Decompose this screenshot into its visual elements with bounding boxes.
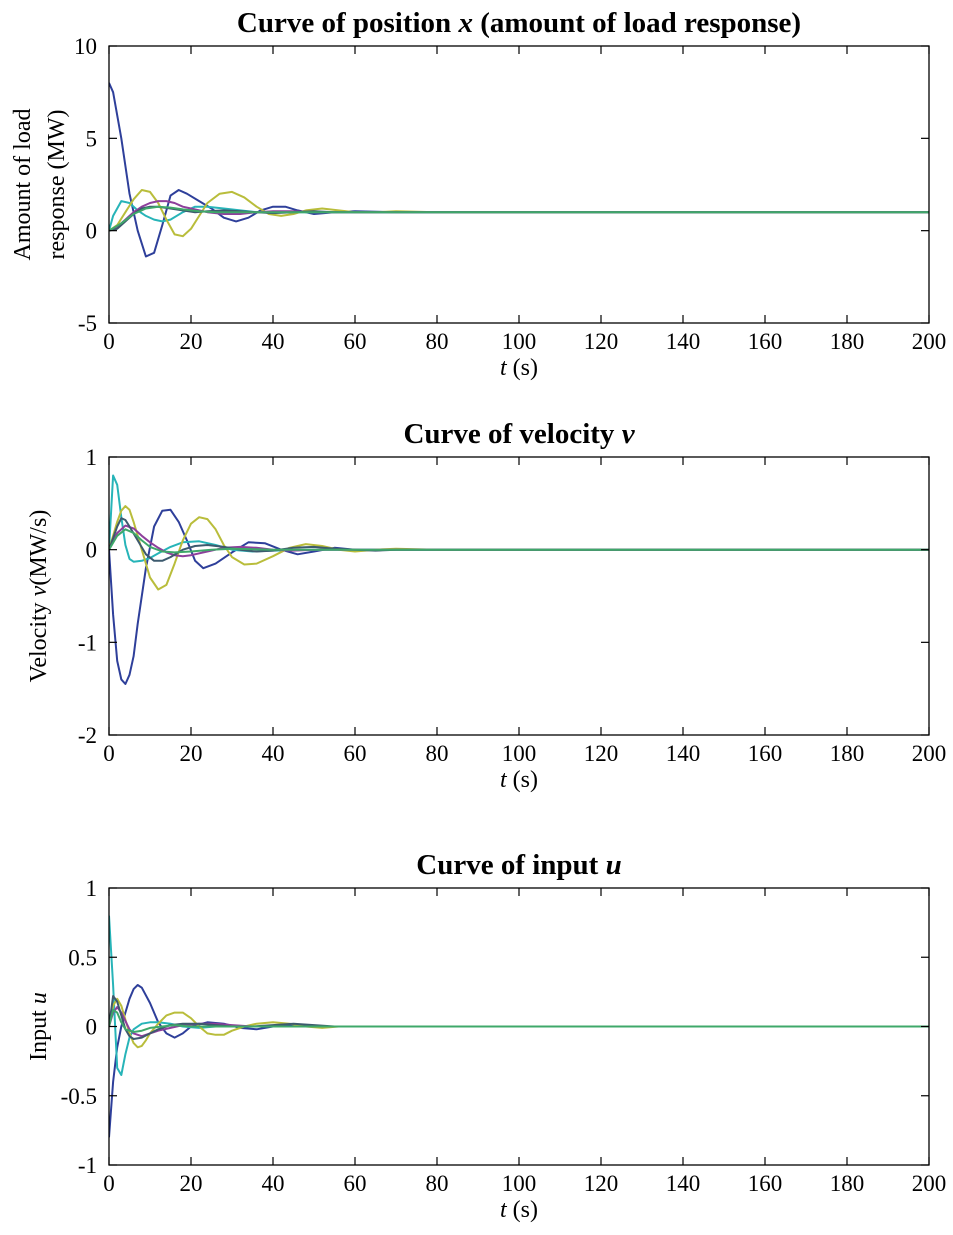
x-tick-label: 0 bbox=[103, 329, 115, 354]
y-tick-label: 1 bbox=[86, 876, 98, 901]
y-tick-label: 1 bbox=[86, 445, 98, 470]
axes-box bbox=[108, 45, 930, 324]
x-tick-label: 120 bbox=[584, 741, 619, 766]
x-axis-label: t (s) bbox=[500, 355, 538, 381]
series-group bbox=[109, 474, 929, 685]
y-tick-label: 10 bbox=[74, 34, 97, 59]
x-tick-label: 140 bbox=[666, 741, 701, 766]
x-tick-label: 140 bbox=[666, 329, 701, 354]
y-axis-label: Velocity v(MW/s) bbox=[26, 510, 52, 683]
x-axis-label: t (s) bbox=[500, 767, 538, 793]
y-axis-label: response (MW) bbox=[44, 110, 70, 260]
x-tick-label: 80 bbox=[426, 741, 449, 766]
x-tick-label: 120 bbox=[584, 329, 619, 354]
x-tick-label: 80 bbox=[426, 1171, 449, 1196]
series-line-agent-2 bbox=[109, 200, 929, 231]
x-tick-label: 160 bbox=[748, 741, 783, 766]
x-tick-label: 180 bbox=[830, 329, 865, 354]
series-line-agent-1 bbox=[109, 82, 929, 258]
x-tick-label: 60 bbox=[344, 329, 367, 354]
y-tick-label: 0 bbox=[86, 219, 98, 244]
x-tick-label: 100 bbox=[502, 741, 537, 766]
x-tick-label: 180 bbox=[830, 1171, 865, 1196]
y-tick-label: -1 bbox=[78, 1153, 97, 1178]
y-tick-label: 0.5 bbox=[68, 945, 97, 970]
x-tick-label: 160 bbox=[748, 1171, 783, 1196]
x-tick-label: 200 bbox=[912, 741, 947, 766]
y-axis-label: Input u bbox=[26, 992, 52, 1061]
chart-title: Curve of velocity v bbox=[403, 418, 635, 450]
x-tick-label: 200 bbox=[912, 329, 947, 354]
x-tick-label: 80 bbox=[426, 329, 449, 354]
y-tick-label: 0 bbox=[86, 1015, 98, 1040]
y-axis-label: Amount of load bbox=[10, 109, 36, 261]
x-tick-label: 20 bbox=[180, 741, 203, 766]
x-tick-label: 20 bbox=[180, 329, 203, 354]
series-line-agent-1 bbox=[109, 508, 929, 685]
y-tick-label: -1 bbox=[78, 630, 97, 655]
x-tick-label: 40 bbox=[262, 1171, 285, 1196]
x-tick-label: 60 bbox=[344, 1171, 367, 1196]
series-line-agent-6 bbox=[109, 205, 929, 232]
x-tick-label: 0 bbox=[103, 1171, 115, 1196]
series-line-agent-5 bbox=[109, 995, 929, 1040]
x-tick-label: 0 bbox=[103, 741, 115, 766]
x-tick-label: 200 bbox=[912, 1171, 947, 1196]
series-line-agent-6 bbox=[109, 528, 929, 554]
x-tick-label: 100 bbox=[502, 329, 537, 354]
series-line-agent-5 bbox=[109, 517, 929, 562]
x-tick-label: 20 bbox=[180, 1171, 203, 1196]
series-line-agent-1 bbox=[109, 984, 929, 1138]
x-tick-label: 60 bbox=[344, 741, 367, 766]
series-line-agent-5 bbox=[109, 205, 929, 232]
y-tick-label: -0.5 bbox=[61, 1084, 97, 1109]
series-group bbox=[109, 915, 929, 1138]
y-tick-label: 0 bbox=[86, 538, 98, 563]
series-line-agent-2 bbox=[109, 915, 929, 1076]
x-axis-label: t (s) bbox=[500, 1197, 538, 1223]
series-line-agent-4 bbox=[109, 1006, 929, 1038]
chart-panel-2: 0 20 40 60 80 100 120 140 160 180 200 -2 -1 0 1 Curve o… bbox=[26, 418, 946, 793]
x-tick-label: 140 bbox=[666, 1171, 701, 1196]
x-tick-label: 180 bbox=[830, 741, 865, 766]
x-tick-label: 100 bbox=[502, 1171, 537, 1196]
x-tick-label: 40 bbox=[262, 329, 285, 354]
y-tick-label: -2 bbox=[78, 723, 97, 748]
chart-title: Curve of position x (amount of load resp… bbox=[237, 7, 801, 39]
x-tick-label: 160 bbox=[748, 329, 783, 354]
x-tick-label: 120 bbox=[584, 1171, 619, 1196]
series-group bbox=[109, 82, 929, 258]
chart-title: Curve of input u bbox=[416, 849, 621, 881]
y-tick-label: -5 bbox=[78, 311, 97, 336]
chart-panel-3: 0 20 40 60 80 100 120 140 160 180 200 -1 -0.5 0 0.5 1 Cu… bbox=[26, 849, 946, 1223]
y-tick-label: 5 bbox=[86, 126, 98, 151]
x-tick-label: 40 bbox=[262, 741, 285, 766]
series-line-agent-6 bbox=[109, 1008, 929, 1033]
axes-box bbox=[108, 456, 930, 736]
series-line-agent-3 bbox=[109, 997, 929, 1049]
series-line-agent-4 bbox=[109, 200, 929, 232]
